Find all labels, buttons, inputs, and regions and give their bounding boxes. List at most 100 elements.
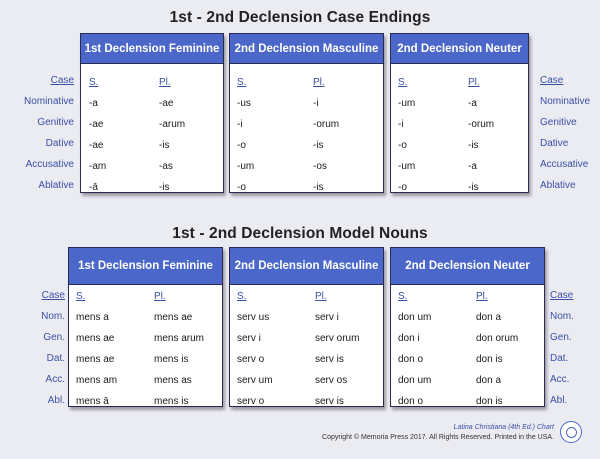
ending-cell: mens a [76, 312, 109, 323]
ending-cell: don um [398, 312, 432, 323]
chart-name: Latina Christiana (4th Ed.) Chart [453, 424, 554, 431]
section1-case-label: Case [50, 75, 74, 86]
section2-case-label: Abl. [47, 395, 65, 406]
ending-cell: mens ae [76, 354, 115, 365]
section2-case-label: Nom. [550, 311, 574, 322]
ending-cell: -o [398, 182, 407, 193]
singular-header: S. [398, 291, 408, 302]
ending-cell: mens ae [154, 312, 193, 323]
singular-header: S. [76, 291, 86, 302]
singular-header: S. [237, 291, 247, 302]
ending-cell: -orum [468, 119, 495, 130]
ending-cell: -i [313, 98, 319, 109]
ending-cell: mens am [76, 375, 118, 386]
section1-case-label: Genitive [37, 117, 74, 128]
section2-panel-0: 1st Declension Feminine S. Pl. mens a mens a… [68, 247, 223, 407]
ending-cell: -ae [89, 119, 104, 130]
section2-case-label: Gen. [43, 332, 65, 343]
section2-case-label: Case [41, 290, 65, 301]
ending-cell: -arum [159, 119, 186, 130]
section2-panel-1: 2nd Declension Masculine S. Pl. serv us serv… [229, 247, 384, 407]
section1-case-label: Nominative [540, 96, 591, 107]
plural-header: Pl. [159, 77, 171, 88]
panel-header: 2nd Declension Neuter [391, 34, 528, 64]
ending-cell: serv is [315, 354, 344, 365]
section2-case-label: Nom. [41, 311, 65, 322]
ending-cell: -is [159, 182, 170, 193]
publisher-seal-icon [560, 421, 582, 443]
ending-cell: -ae [89, 140, 104, 151]
ending-cell: don is [476, 354, 503, 365]
section2-case-label: Gen. [550, 332, 572, 343]
ending-cell: serv i [315, 312, 339, 323]
plural-header: Pl. [468, 77, 480, 88]
panel-header: 2nd Declension Masculine [230, 248, 383, 285]
section2-panel-2: 2nd Declension Neuter S. Pl. don um don a don… [390, 247, 545, 407]
section1-case-label: Accusative [25, 159, 74, 170]
ending-cell: serv um [237, 375, 273, 386]
ending-cell: -is [313, 182, 324, 193]
ending-cell: -os [313, 161, 327, 172]
panel-header: 1st Declension Feminine [81, 34, 223, 64]
ending-cell: -o [237, 182, 246, 193]
ending-cell: don a [476, 375, 502, 386]
section2-case-label: Dat. [550, 353, 569, 364]
section1-case-label: Accusative [540, 159, 589, 170]
plural-header: Pl. [315, 291, 327, 302]
section1-panel-2: 2nd Declension Neuter S. Pl. -um -a -i -orum -o… [390, 33, 529, 193]
ending-cell: -is [313, 140, 324, 151]
ending-cell: mens arum [154, 333, 205, 344]
section1-case-label: Genitive [540, 117, 577, 128]
ending-cell: don o [398, 354, 424, 365]
ending-cell: -i [237, 119, 243, 130]
section2-case-label: Dat. [46, 353, 65, 364]
section2-case-label: Abl. [550, 395, 568, 406]
ending-cell: -orum [313, 119, 340, 130]
section1-case-label: Dative [45, 138, 74, 149]
ending-cell: -i [398, 119, 404, 130]
section1-panel-0: 1st Declension Feminine S. Pl. -a -ae -ae -aru… [80, 33, 224, 193]
section1-panel-1: 2nd Declension Masculine S. Pl. -us -i -i -oru… [229, 33, 384, 193]
ending-cell: -ā [89, 182, 98, 193]
ending-cell: -um [398, 161, 416, 172]
singular-header: S. [89, 77, 99, 88]
ending-cell: serv o [237, 354, 265, 365]
copyright: Copyright © Memoria Press 2017. All Righ… [322, 434, 554, 441]
ending-cell: don orum [476, 333, 519, 344]
singular-header: S. [398, 77, 408, 88]
ending-cell: -o [398, 140, 407, 151]
plural-header: Pl. [154, 291, 166, 302]
ending-cell: don i [398, 333, 420, 344]
ending-cell: -as [159, 161, 173, 172]
ending-cell: don um [398, 375, 432, 386]
ending-cell: serv orum [315, 333, 360, 344]
ending-cell: don o [398, 396, 424, 407]
ending-cell: mens ā [76, 396, 109, 407]
ending-cell: -um [398, 98, 416, 109]
ending-cell: -a [468, 98, 477, 109]
ending-cell: -am [89, 161, 107, 172]
ending-cell: serv us [237, 312, 270, 323]
ending-cell: serv os [315, 375, 348, 386]
ending-cell: mens ae [76, 333, 115, 344]
ending-cell: mens is [154, 354, 189, 365]
panel-header: 2nd Declension Masculine [230, 34, 383, 64]
section1-case-label: Dative [540, 138, 569, 149]
section1-case-label: Case [540, 75, 564, 86]
section2-case-label: Acc. [45, 374, 65, 385]
ending-cell: -o [237, 140, 246, 151]
ending-cell: -a [468, 161, 477, 172]
singular-header: S. [237, 77, 247, 88]
section2-case-label: Case [550, 290, 574, 301]
ending-cell: don is [476, 396, 503, 407]
panel-header: 2nd Declension Neuter [391, 248, 544, 285]
section2-title: 1st - 2nd Declension Model Nouns [172, 225, 428, 242]
section2-case-label: Acc. [550, 374, 570, 385]
ending-cell: mens is [154, 396, 189, 407]
section1-case-label: Ablative [38, 180, 74, 191]
plural-header: Pl. [313, 77, 325, 88]
plural-header: Pl. [476, 291, 488, 302]
ending-cell: -ae [159, 98, 174, 109]
ending-cell: serv i [237, 333, 261, 344]
ending-cell: -is [468, 182, 479, 193]
